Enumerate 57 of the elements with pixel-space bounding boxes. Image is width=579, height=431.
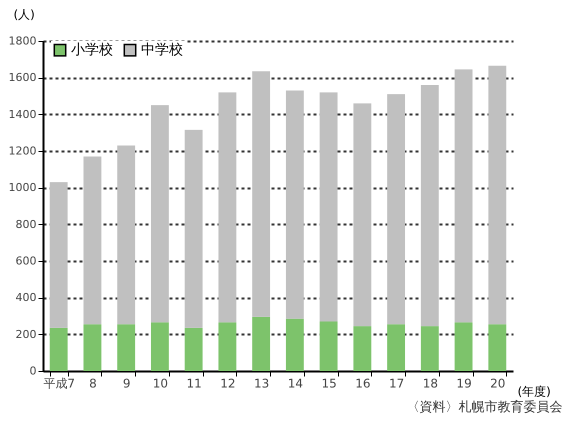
- x-tick-label: 18: [422, 376, 438, 390]
- bar: [454, 322, 473, 371]
- x-tick-label: 15: [321, 376, 337, 390]
- y-tick-label: 1600: [8, 71, 36, 84]
- bar: [286, 90, 304, 319]
- bar: [83, 324, 102, 371]
- x-tick-label: 16: [355, 376, 370, 390]
- x-tick-label: 13: [254, 376, 270, 390]
- x-tick-label: 8: [89, 376, 97, 390]
- bar: [150, 105, 169, 322]
- bar: [488, 324, 506, 371]
- bar: [252, 316, 270, 371]
- bar: [353, 103, 372, 326]
- y-tick-label: 1200: [8, 144, 36, 158]
- bar: [218, 92, 236, 322]
- legend-label: 中学校: [141, 42, 183, 58]
- bar: [286, 318, 304, 371]
- x-tick-label: 14: [288, 376, 304, 390]
- x-tick-label: 10: [152, 376, 168, 390]
- bar: [252, 71, 270, 317]
- bar: [117, 146, 136, 324]
- y-tick-label: 200: [16, 328, 36, 341]
- bar: [150, 322, 169, 371]
- bar: [184, 130, 203, 328]
- bar: [184, 328, 203, 371]
- bar: [387, 324, 406, 371]
- bar: [218, 322, 236, 371]
- bar: [488, 66, 506, 324]
- y-tick-label: 1800: [8, 34, 36, 48]
- x-tick-label: 平成7: [43, 376, 76, 390]
- bar: [117, 324, 136, 371]
- x-axis-title: (年度): [518, 384, 551, 398]
- bar: [387, 94, 406, 324]
- legend-label: 小学校: [71, 42, 113, 58]
- x-tick-label: 11: [186, 376, 202, 390]
- bar: [320, 92, 338, 322]
- x-tick-label: 9: [122, 376, 130, 390]
- y-tick-label: 800: [16, 218, 36, 231]
- x-tick-label: 19: [456, 376, 472, 390]
- y-tick-label: 1400: [8, 108, 36, 121]
- bar: [83, 156, 102, 324]
- y-tick-label: 400: [16, 291, 36, 304]
- bar: [50, 328, 68, 371]
- x-tick-label: 20: [490, 376, 506, 390]
- text: 〈資料〉札幌市教育委員会: [406, 399, 562, 415]
- bar: [320, 322, 338, 371]
- y-tick-label: 600: [16, 254, 36, 268]
- bar: [420, 85, 439, 326]
- bar: [454, 69, 473, 322]
- x-tick-label: 12: [220, 376, 236, 390]
- bar: [353, 326, 372, 371]
- y-axis-title: (人): [14, 8, 35, 22]
- bar: [420, 326, 439, 371]
- x-tick-label: 17: [388, 376, 404, 390]
- bar: [50, 182, 68, 328]
- y-tick-label: 0: [30, 364, 36, 378]
- y-tick-label: 1000: [8, 181, 36, 194]
